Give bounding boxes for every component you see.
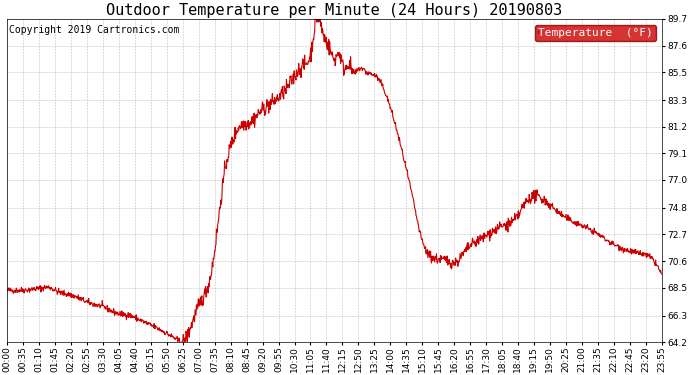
Legend: Temperature  (°F): Temperature (°F) [535, 24, 656, 41]
Text: Copyright 2019 Cartronics.com: Copyright 2019 Cartronics.com [8, 26, 179, 35]
Title: Outdoor Temperature per Minute (24 Hours) 20190803: Outdoor Temperature per Minute (24 Hours… [106, 3, 562, 18]
